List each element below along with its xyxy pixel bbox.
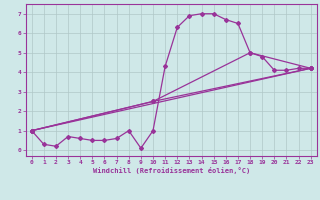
- X-axis label: Windchill (Refroidissement éolien,°C): Windchill (Refroidissement éolien,°C): [92, 167, 250, 174]
